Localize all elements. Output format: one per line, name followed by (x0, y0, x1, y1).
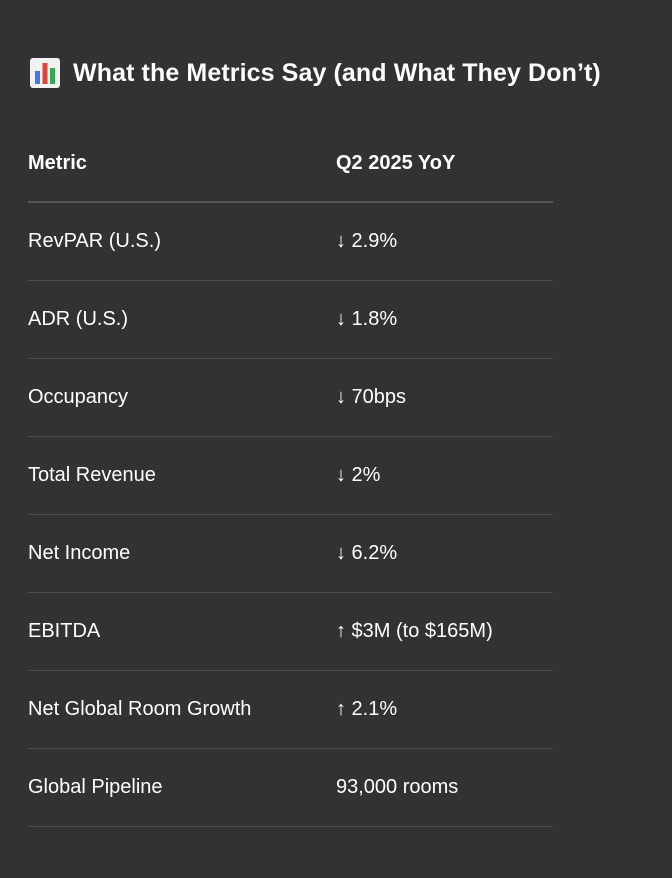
table-row: Net Income ↓ 6.2% (28, 515, 553, 593)
metric-cell: Net Global Room Growth (28, 698, 252, 720)
metric-cell: Total Revenue (28, 464, 156, 486)
table-header-row: Metric Q2 2025 YoY (28, 126, 553, 203)
value-cell: 93,000 rooms (336, 776, 459, 798)
value-cell: ↑ $3M (to $165M) (336, 620, 493, 642)
metric-cell: ADR (U.S.) (28, 308, 128, 330)
value-cell: ↑ 2.1% (336, 698, 398, 720)
value-cell: ↓ 1.8% (336, 308, 398, 330)
value-cell: ↓ 2% (336, 464, 381, 486)
metric-cell: Net Income (28, 542, 131, 564)
table-row: Global Pipeline 93,000 rooms (28, 749, 553, 827)
table-row: Net Global Room Growth ↑ 2.1% (28, 671, 553, 749)
value-cell: ↓ 6.2% (336, 542, 398, 564)
bar-chart-icon (30, 58, 60, 88)
value-cell: ↓ 2.9% (336, 230, 398, 252)
metric-cell: EBITDA (28, 620, 101, 642)
section-title: What the Metrics Say (and What They Don’… (73, 58, 601, 87)
section-heading: What the Metrics Say (and What They Don’… (30, 58, 601, 88)
metric-cell: Global Pipeline (28, 776, 163, 798)
metric-cell: RevPAR (U.S.) (28, 230, 161, 252)
column-header-yoy: Q2 2025 YoY (336, 152, 456, 174)
table-row: Occupancy ↓ 70bps (28, 359, 553, 437)
table-row: RevPAR (U.S.) ↓ 2.9% (28, 203, 553, 281)
table-row: ADR (U.S.) ↓ 1.8% (28, 281, 553, 359)
value-cell: ↓ 70bps (336, 386, 407, 408)
table-row: EBITDA ↑ $3M (to $165M) (28, 593, 553, 671)
table-row: Total Revenue ↓ 2% (28, 437, 553, 515)
metric-cell: Occupancy (28, 386, 129, 408)
column-header-metric: Metric (28, 152, 87, 174)
metrics-table: Metric Q2 2025 YoY RevPAR (U.S.) ↓ 2.9% … (28, 126, 553, 827)
